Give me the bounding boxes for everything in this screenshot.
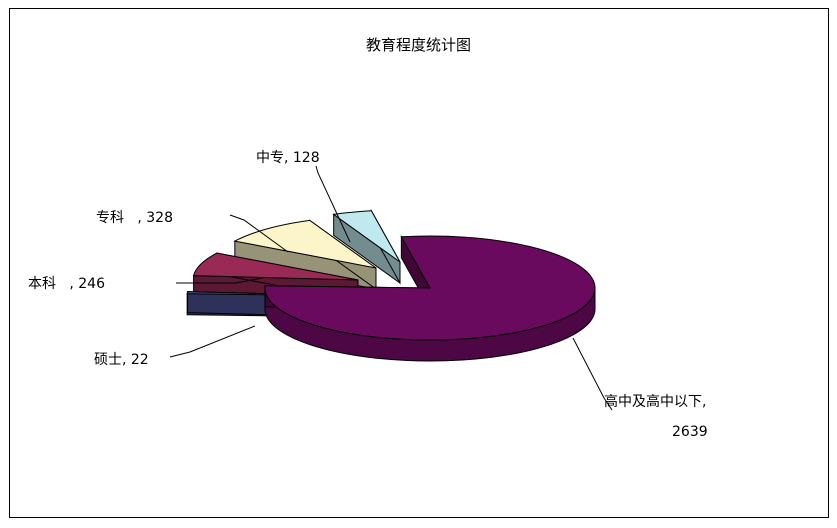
data-label-high-school-name: 高中及高中以下, [604,394,707,410]
leader-line-bachelor [176,277,263,284]
data-label-bachelor: 本科 , 246 [28,276,105,292]
pie-slice-technical-secondary [332,208,401,285]
leader-line-master [169,325,256,358]
leader-line-technical-secondary [315,165,351,243]
data-label-technical-secondary: 中专, 128 [256,150,320,166]
chart-title: 教育程度统计图 [365,36,471,54]
data-label-junior-college: 专科 , 328 [96,210,173,226]
leader-line-junior-college [229,214,289,253]
data-label-master: 硕士, 22 [94,352,149,368]
pie-slice-high-school [264,234,596,362]
leader-line-high-school [572,337,613,411]
data-label-high-school-value: 2639 [672,424,708,440]
